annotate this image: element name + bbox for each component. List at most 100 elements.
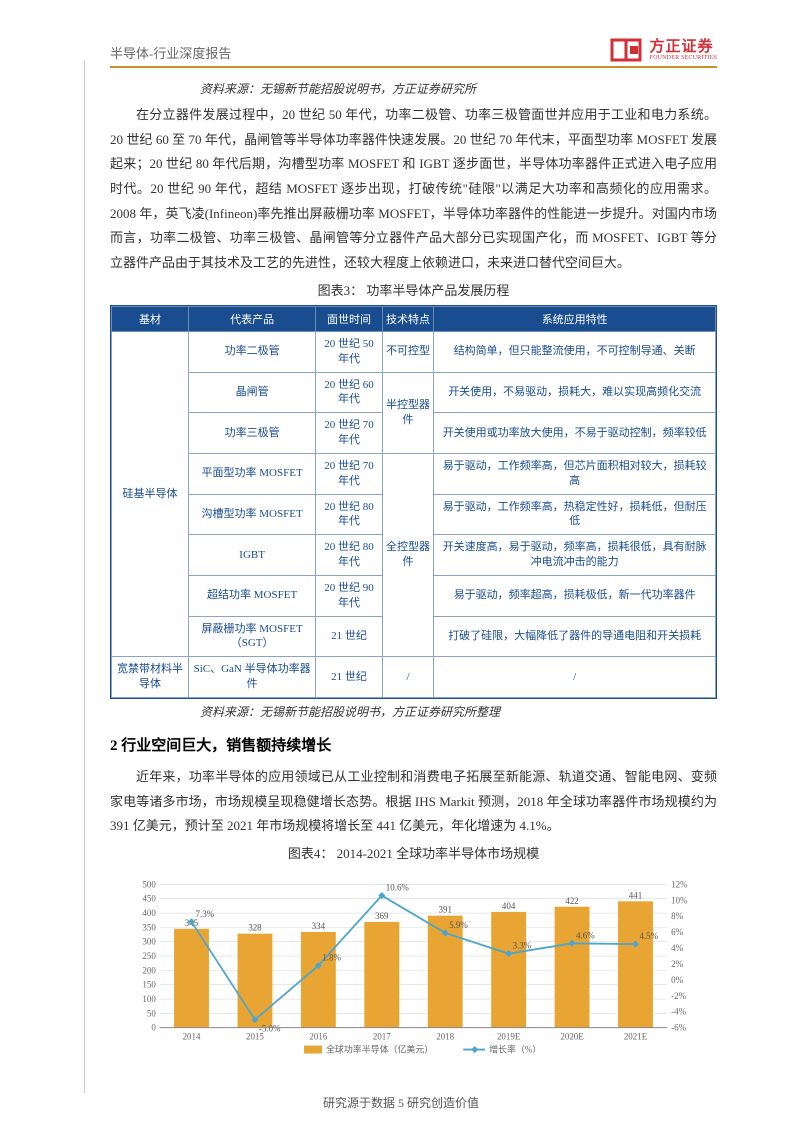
svg-text:404: 404 bbox=[502, 901, 516, 911]
svg-text:4.6%: 4.6% bbox=[576, 930, 595, 940]
cell: 功率二极管 bbox=[188, 331, 315, 372]
page-header: 半导体-行业深度报告 方正证券 FOUNDER SECURITIES bbox=[110, 38, 717, 68]
table-row: 宽禁带材料半导体 SiC、GaN 半导体功率器件 21 世纪 / / bbox=[112, 657, 716, 698]
svg-text:4%: 4% bbox=[671, 943, 683, 953]
cell: 晶闸管 bbox=[188, 372, 315, 413]
table-header-row: 基材 代表产品 面世时间 技术特点 系统应用特性 bbox=[112, 306, 716, 331]
svg-text:5.9%: 5.9% bbox=[449, 920, 468, 930]
svg-text:2017: 2017 bbox=[373, 1032, 391, 1042]
svg-text:350: 350 bbox=[142, 922, 156, 932]
paragraph-2: 近年来，功率半导体的应用领域已从工业控制和消费电子拓展至新能源、轨道交通、智能电… bbox=[110, 765, 717, 839]
svg-text:400: 400 bbox=[142, 908, 156, 918]
figure-caption-2: 图表4： 2014-2021 全球功率半导体市场规模 bbox=[110, 843, 717, 862]
chart-svg: 050100150200250300350400450500-6%-4%-2%0… bbox=[120, 870, 707, 1058]
svg-text:0%: 0% bbox=[671, 975, 683, 985]
cell: 开关使用，不易驱动，损耗大，难以实现高频化交流 bbox=[434, 372, 716, 413]
source-line-1: 资料来源：无锡新节能招股说明书，方正证券研究所 bbox=[110, 80, 717, 97]
th-tech: 技术特点 bbox=[382, 306, 434, 331]
table-row: 晶闸管 20 世纪 60 年代 半控型器件 开关使用，不易驱动，损耗大，难以实现… bbox=[112, 372, 716, 413]
page-footer: 研究源于数据 5 研究创造价值 bbox=[0, 1094, 802, 1111]
figure-caption-1: 图表3： 功率半导体产品发展历程 bbox=[110, 280, 717, 299]
svg-text:1.8%: 1.8% bbox=[322, 953, 341, 963]
paragraph-1: 在分立器件发展过程中，20 世纪 50 年代，功率二极管、功率三极管面世并应用于… bbox=[110, 103, 717, 276]
cell: 沟槽型功率 MOSFET bbox=[188, 494, 315, 535]
svg-text:500: 500 bbox=[142, 879, 156, 889]
svg-text:2%: 2% bbox=[671, 959, 683, 969]
svg-text:12%: 12% bbox=[671, 879, 688, 889]
cell-group1: 硅基半导体 bbox=[112, 331, 189, 657]
cell-group2: 宽禁带材料半导体 bbox=[112, 657, 189, 698]
company-logo: 方正证券 FOUNDER SECURITIES bbox=[610, 38, 717, 62]
cell: 功率三极管 bbox=[188, 413, 315, 454]
svg-text:334: 334 bbox=[312, 921, 326, 931]
cell: 开关使用或功率放大使用，不易于驱动控制，频率较低 bbox=[434, 413, 716, 454]
table-row: 平面型功率 MOSFET 20 世纪 70 年代 全控型器件 易于驱动，工作频率… bbox=[112, 453, 716, 494]
cell: 不可控型 bbox=[382, 331, 434, 372]
logo-text-en: FOUNDER SECURITIES bbox=[650, 55, 717, 61]
product-history-table: 基材 代表产品 面世时间 技术特点 系统应用特性 硅基半导体 功率二极管 20 … bbox=[110, 305, 717, 699]
th-product: 代表产品 bbox=[188, 306, 315, 331]
cell: 20 世纪 70 年代 bbox=[316, 453, 382, 494]
svg-text:369: 369 bbox=[375, 911, 389, 921]
svg-text:10%: 10% bbox=[671, 895, 688, 905]
svg-text:441: 441 bbox=[629, 890, 642, 900]
page-content: 半导体-行业深度报告 方正证券 FOUNDER SECURITIES 资料来源：… bbox=[0, 0, 802, 1088]
cell: / bbox=[382, 657, 434, 698]
svg-text:-6%: -6% bbox=[671, 1023, 686, 1033]
cell: SiC、GaN 半导体功率器件 bbox=[188, 657, 315, 698]
cell: 超结功率 MOSFET bbox=[188, 575, 315, 616]
svg-text:4.5%: 4.5% bbox=[639, 931, 658, 941]
svg-text:2014: 2014 bbox=[183, 1032, 201, 1042]
cell: 全控型器件 bbox=[382, 453, 434, 656]
cell: 21 世纪 bbox=[316, 657, 382, 698]
th-material: 基材 bbox=[112, 306, 189, 331]
cell: 打破了硅限，大幅降低了器件的导通电阻和开关损耗 bbox=[434, 616, 716, 657]
svg-text:100: 100 bbox=[142, 994, 156, 1004]
cell: 平面型功率 MOSFET bbox=[188, 453, 315, 494]
svg-text:3.3%: 3.3% bbox=[513, 941, 532, 951]
svg-text:250: 250 bbox=[142, 951, 156, 961]
svg-text:2021E: 2021E bbox=[624, 1032, 648, 1042]
cell: 结构简单，但只能整流使用，不可控制导通、关断 bbox=[434, 331, 716, 372]
cell: 易于驱动，频率超高，损耗极低，新一代功率器件 bbox=[434, 575, 716, 616]
cell: 易于驱动，工作频率高，热稳定性好，损耗低，但耐压低 bbox=[434, 494, 716, 535]
svg-text:300: 300 bbox=[142, 937, 156, 947]
cell: 屏蔽栅功率 MOSFET（SGT） bbox=[188, 616, 315, 657]
svg-text:2015: 2015 bbox=[246, 1032, 264, 1042]
svg-text:2019E: 2019E bbox=[497, 1032, 521, 1042]
cell: 20 世纪 50 年代 bbox=[316, 331, 382, 372]
svg-text:全球功率半导体（亿美元）: 全球功率半导体（亿美元） bbox=[326, 1044, 433, 1055]
svg-text:200: 200 bbox=[142, 965, 156, 975]
svg-text:150: 150 bbox=[142, 980, 156, 990]
logo-text-cn: 方正证券 bbox=[650, 40, 717, 55]
svg-text:7.3%: 7.3% bbox=[195, 909, 214, 919]
cell: / bbox=[434, 657, 716, 698]
cell: 20 世纪 70 年代 bbox=[316, 413, 382, 454]
svg-text:-2%: -2% bbox=[671, 991, 686, 1001]
svg-text:8%: 8% bbox=[671, 911, 683, 921]
th-feature: 系统应用特性 bbox=[434, 306, 716, 331]
source-line-2: 资料来源：无锡新节能招股说明书，方正证券研究所整理 bbox=[110, 703, 717, 720]
svg-text:增长率（%）: 增长率（%） bbox=[489, 1044, 541, 1055]
svg-text:422: 422 bbox=[565, 896, 578, 906]
cell: 20 世纪 80 年代 bbox=[316, 494, 382, 535]
cell: IGBT bbox=[188, 535, 315, 576]
svg-text:328: 328 bbox=[248, 923, 262, 933]
svg-text:391: 391 bbox=[439, 905, 452, 915]
th-era: 面世时间 bbox=[316, 306, 382, 331]
logo-icon bbox=[610, 38, 646, 62]
svg-text:6%: 6% bbox=[671, 927, 683, 937]
table-row: 硅基半导体 功率二极管 20 世纪 50 年代 不可控型 结构简单，但只能整流使… bbox=[112, 331, 716, 372]
svg-text:0: 0 bbox=[151, 1023, 156, 1033]
section-2-title: 2 行业空间巨大，销售额持续增长 bbox=[110, 734, 717, 755]
cell: 21 世纪 bbox=[316, 616, 382, 657]
svg-text:2016: 2016 bbox=[309, 1032, 327, 1042]
cell: 易于驱动，工作频率高，但芯片面积相对较大，损耗较高 bbox=[434, 453, 716, 494]
cell: 开关速度高，易于驱动，频率高，损耗很低，具有耐脉冲电流冲击的能力 bbox=[434, 535, 716, 576]
cell: 20 世纪 60 年代 bbox=[316, 372, 382, 413]
cell: 半控型器件 bbox=[382, 372, 434, 453]
svg-text:-4%: -4% bbox=[671, 1007, 686, 1017]
cell: 20 世纪 90 年代 bbox=[316, 575, 382, 616]
svg-text:2018: 2018 bbox=[436, 1032, 454, 1042]
market-size-chart: 050100150200250300350400450500-6%-4%-2%0… bbox=[110, 870, 717, 1058]
